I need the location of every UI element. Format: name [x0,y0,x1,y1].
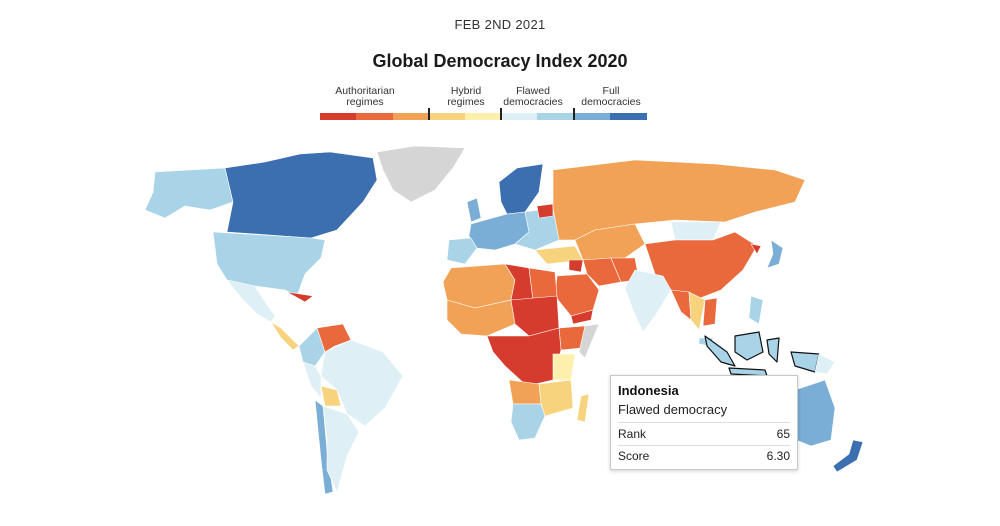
legend-swatch-authoritarian-1 [320,113,356,120]
country-tooltip: Indonesia Flawed democracy Rank 65 Score… [610,375,798,470]
region-new-zealand[interactable] [832,439,864,473]
region-yemen[interactable] [570,309,594,325]
tooltip-score-value: 6.30 [766,449,790,463]
indonesia-borneo[interactable] [734,331,764,361]
tooltip-score-label: Score [618,449,650,463]
region-japan[interactable] [766,239,784,269]
region-peru[interactable] [302,361,322,399]
region-colombia[interactable] [298,327,326,367]
region-myanmar[interactable] [670,289,692,321]
region-north-korea[interactable] [750,243,762,255]
region-iran[interactable] [582,257,622,287]
region-sahel[interactable] [446,299,516,337]
tooltip-rank-value: 65 [776,427,790,441]
region-egypt[interactable] [528,267,558,301]
legend-label-full: Full democracies [581,85,641,108]
legend-label-flawed: Flawed democracies [503,85,563,108]
region-india[interactable] [624,269,672,333]
region-greenland[interactable] [376,145,466,203]
legend-divider [500,108,502,120]
region-madagascar[interactable] [576,393,590,423]
region-philippines[interactable] [748,295,764,325]
region-alaska[interactable] [144,167,234,219]
region-belarus[interactable] [536,203,554,219]
legend-swatch-flawed-1 [501,113,537,120]
region-somalia[interactable] [578,323,600,359]
region-saudi-arabia[interactable] [554,273,600,317]
region-mexico[interactable] [226,279,276,323]
legend-swatch-full-1 [574,113,610,120]
region-central-africa[interactable] [486,327,562,387]
region-angola[interactable] [508,379,542,405]
region-cuba[interactable] [286,291,314,303]
tooltip-divider [618,445,790,446]
region-venezuela[interactable] [316,323,352,353]
legend-label-authoritarian: Authoritarian regimes [335,85,395,108]
region-south-africa[interactable] [510,403,546,441]
region-united-states[interactable] [212,231,326,297]
region-east-africa[interactable] [552,353,576,381]
legend-swatch-full-2 [610,113,647,120]
legend-swatch-flawed-2 [537,113,574,120]
tooltip-rank-label: Rank [618,427,647,441]
region-vietnam[interactable] [702,297,718,327]
region-canada[interactable] [224,151,378,239]
region-scandinavia[interactable] [498,163,544,215]
legend-divider [573,108,575,120]
indonesia-sumatra[interactable] [704,335,736,367]
indonesia-sulawesi[interactable] [766,337,780,363]
region-iberia[interactable] [446,237,478,265]
region-thailand[interactable] [688,291,706,331]
tooltip-country-name: Indonesia [618,383,679,398]
region-mongolia[interactable] [670,221,722,241]
legend-swatch-authoritarian-3 [393,113,429,120]
color-legend: Authoritarian regimes Hybrid regimes Fla… [320,86,647,120]
tooltip-divider [618,422,790,423]
region-indonesia[interactable] [704,331,820,377]
indonesia-papua[interactable] [790,351,820,373]
region-syria[interactable] [568,259,584,273]
region-russia[interactable] [552,159,806,241]
region-united-kingdom[interactable] [466,197,482,223]
tooltip-score-row: Score 6.30 [618,449,790,463]
region-zambia-mozambique[interactable] [538,379,574,417]
region-argentina[interactable] [322,405,360,493]
map-title: Global Democracy Index 2020 [372,51,628,71]
world-map[interactable] [115,140,885,510]
date-label: FEB 2ND 2021 [454,17,546,32]
region-bolivia[interactable] [320,385,342,407]
tooltip-category: Flawed democracy [618,402,728,417]
region-papua-new-guinea[interactable] [814,353,836,375]
legend-label-hybrid: Hybrid regimes [447,85,485,108]
region-brazil[interactable] [320,339,404,427]
legend-swatch-authoritarian-2 [356,113,393,120]
legend-swatch-hybrid-2 [465,113,501,120]
legend-divider [428,108,430,120]
region-central-america[interactable] [270,321,300,351]
legend-swatch-hybrid-1 [429,113,465,120]
tooltip-rank-row: Rank 65 [618,427,790,441]
